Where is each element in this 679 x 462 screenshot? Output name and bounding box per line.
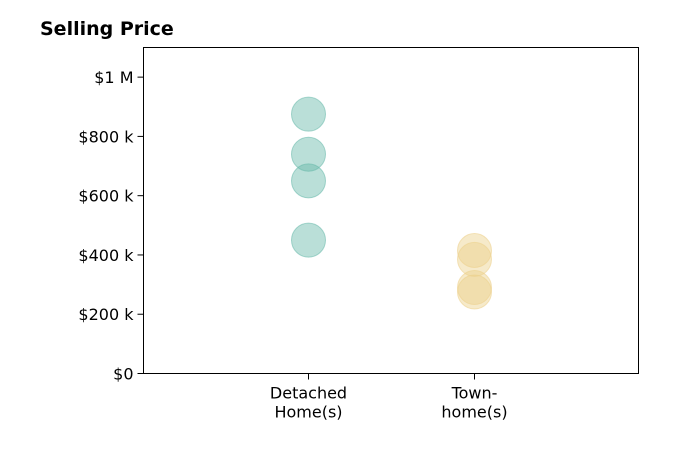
y-tick-label: $1 M <box>94 68 133 87</box>
y-tick-label: $400 k <box>78 246 134 265</box>
x-tick-label: home(s) <box>441 403 507 422</box>
chart-title: Selling Price <box>40 18 174 40</box>
data-point <box>291 222 326 258</box>
data-point <box>291 163 326 199</box>
y-tick-label: $0 <box>113 365 133 384</box>
x-tick-label: Town- <box>451 384 498 403</box>
data-point <box>291 136 326 172</box>
plot-area-frame <box>143 47 639 374</box>
y-tick-label: $200 k <box>78 305 134 324</box>
data-point <box>457 274 492 310</box>
y-tick-label: $800 k <box>78 127 134 146</box>
y-axis: $0 $200 k $400 k $600 k $800 k $1 M <box>78 68 144 384</box>
data-point <box>457 270 492 306</box>
x-tick-label: Detached <box>270 384 347 403</box>
y-tick-label: $600 k <box>78 187 134 206</box>
x-tick-label: Home(s) <box>274 403 342 422</box>
data-point <box>457 241 492 277</box>
data-points <box>291 96 492 310</box>
data-point <box>291 96 326 132</box>
data-point <box>457 233 492 269</box>
